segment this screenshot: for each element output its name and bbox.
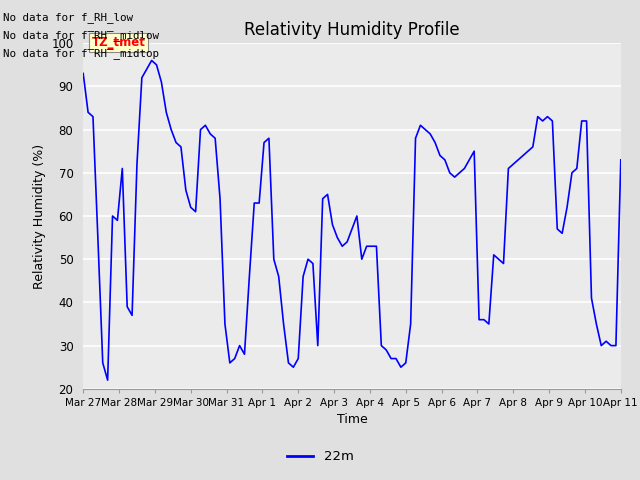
- Text: TZ_tmet: TZ_tmet: [92, 36, 145, 49]
- Legend: 22m: 22m: [282, 445, 358, 468]
- Title: Relativity Humidity Profile: Relativity Humidity Profile: [244, 21, 460, 39]
- Y-axis label: Relativity Humidity (%): Relativity Humidity (%): [33, 144, 45, 288]
- X-axis label: Time: Time: [337, 413, 367, 426]
- Text: No data for f_RH_low: No data for f_RH_low: [3, 12, 133, 23]
- Text: No data for f̅RH̅_midtop: No data for f̅RH̅_midtop: [3, 48, 159, 60]
- Text: No data for f̅RH̅_midlow: No data for f̅RH̅_midlow: [3, 30, 159, 41]
